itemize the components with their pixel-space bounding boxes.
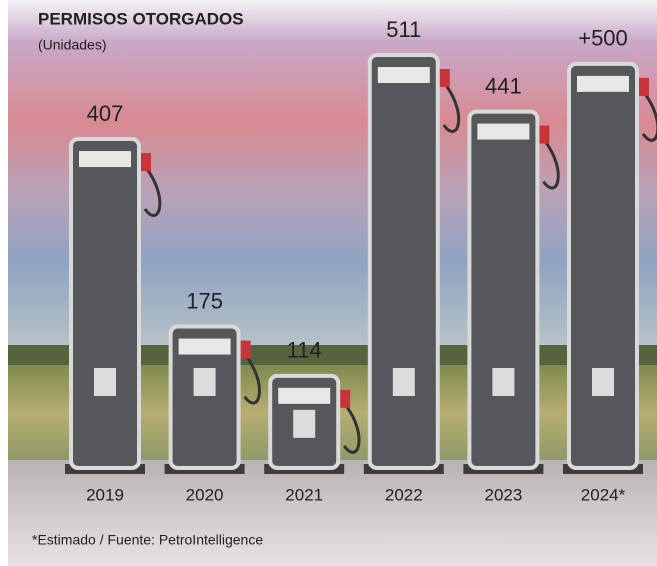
pump-keypad <box>592 368 614 396</box>
pump-keypad <box>193 368 216 396</box>
pump-keypad <box>94 368 116 396</box>
x-tick-label: 2022 <box>385 485 423 504</box>
bar <box>567 61 639 470</box>
pump-hose <box>243 355 261 405</box>
value-label: 114 <box>287 338 322 363</box>
value-label: 175 <box>186 288 223 313</box>
pump-keypad <box>392 368 415 396</box>
chart-title: PERMISOS OTORGADOS <box>38 9 244 28</box>
pump-keypad <box>492 368 515 396</box>
bar <box>69 137 141 470</box>
pump-screen <box>79 151 131 168</box>
pump-keypad <box>293 409 316 438</box>
value-label: 511 <box>386 17 421 42</box>
pump-screen <box>577 75 629 92</box>
bar <box>168 324 241 470</box>
bar <box>467 109 540 470</box>
pump-screen <box>278 387 331 404</box>
pump-hose <box>143 168 162 217</box>
pump-hose <box>342 404 361 454</box>
x-tick-label: 2019 <box>86 485 124 504</box>
source-note: *Estimado / Fuente: PetroIntelligence <box>32 532 263 548</box>
pump-screen <box>477 123 530 140</box>
pavement <box>8 460 657 566</box>
value-label: 441 <box>485 73 522 98</box>
pump-screen <box>377 67 430 83</box>
x-tick-label: 2020 <box>186 485 224 504</box>
chart-subtitle: (Unidades) <box>38 37 106 53</box>
pump-hose <box>641 93 657 142</box>
value-label: +500 <box>578 26 628 51</box>
value-label: 407 <box>87 101 124 126</box>
pump-screen <box>178 338 231 355</box>
x-tick-label: 2023 <box>484 485 522 504</box>
pump-hose <box>442 84 461 133</box>
x-tick-label: 2021 <box>285 485 323 504</box>
pumps: 407 2019 175 2020 114 2021 511 2022 441 2023 +500 2… <box>65 17 657 504</box>
x-tick-label: 2024* <box>581 485 626 504</box>
bar <box>367 53 440 470</box>
pump-hose <box>542 140 560 190</box>
